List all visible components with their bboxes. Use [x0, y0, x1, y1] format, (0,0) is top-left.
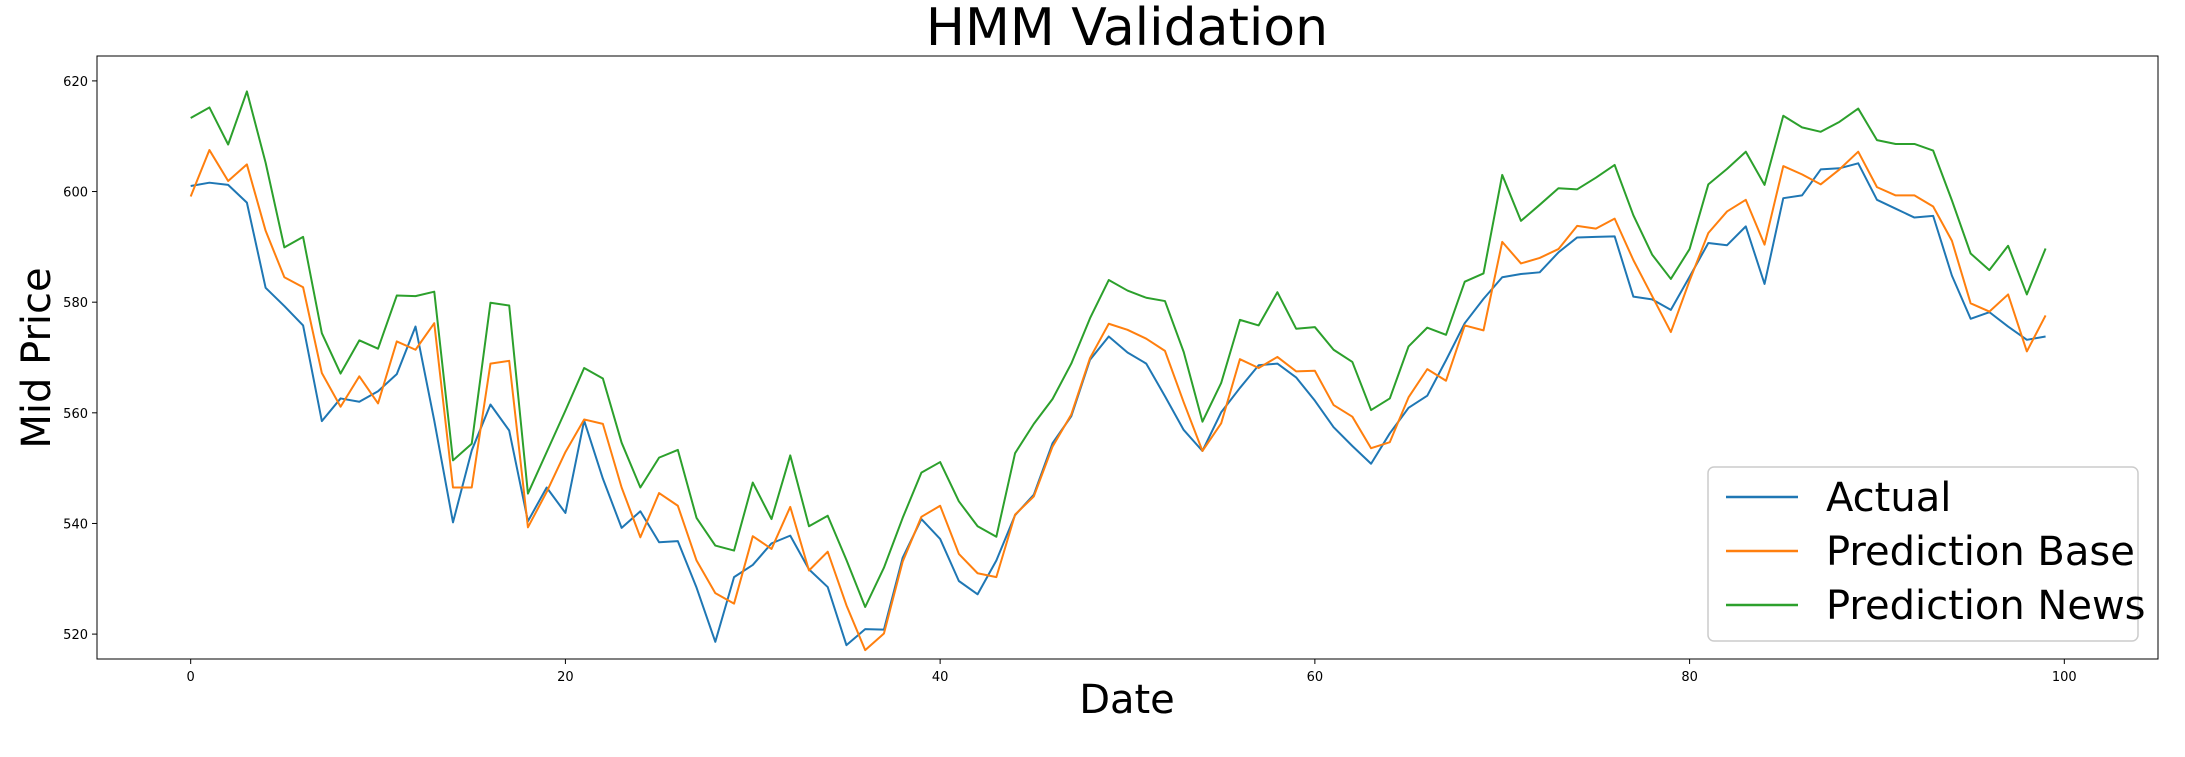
y-tick-label: 580	[63, 296, 88, 311]
axes-frame	[96, 55, 2159, 660]
y-tick-label: 560	[63, 407, 88, 422]
plot-area	[189, 90, 2047, 652]
y-tick-label: 520	[63, 628, 88, 643]
axis-ticks: 0 20 40 60 80 100 520 540 560 580 600 620	[63, 75, 2077, 685]
series-line-prediction-base	[189, 149, 2047, 652]
x-tick-label: 100	[2052, 670, 2077, 685]
y-tick-label: 620	[63, 75, 88, 90]
series-line-prediction-news	[190, 90, 2047, 608]
legend-label: Prediction News	[1826, 583, 2146, 629]
series-line-actual	[190, 162, 2046, 647]
legend-box	[1707, 466, 2139, 642]
x-tick-label: 20	[557, 670, 574, 685]
y-axis-title: Mid Price	[14, 267, 60, 448]
x-axis-title: Date	[1079, 677, 1175, 723]
chart-title: HMM Validation	[926, 0, 1328, 58]
x-tick-label: 80	[1681, 670, 1698, 685]
legend-label: Prediction Base	[1826, 529, 2135, 575]
x-tick-label: 60	[1307, 670, 1324, 685]
legend-label: Actual	[1826, 475, 1951, 521]
x-tick-label: 0	[187, 670, 195, 685]
legend: Actual Prediction Base Prediction News	[1707, 466, 2146, 642]
x-tick-label: 40	[932, 670, 949, 685]
y-tick-label: 540	[63, 517, 88, 532]
y-tick-label: 600	[63, 186, 88, 201]
